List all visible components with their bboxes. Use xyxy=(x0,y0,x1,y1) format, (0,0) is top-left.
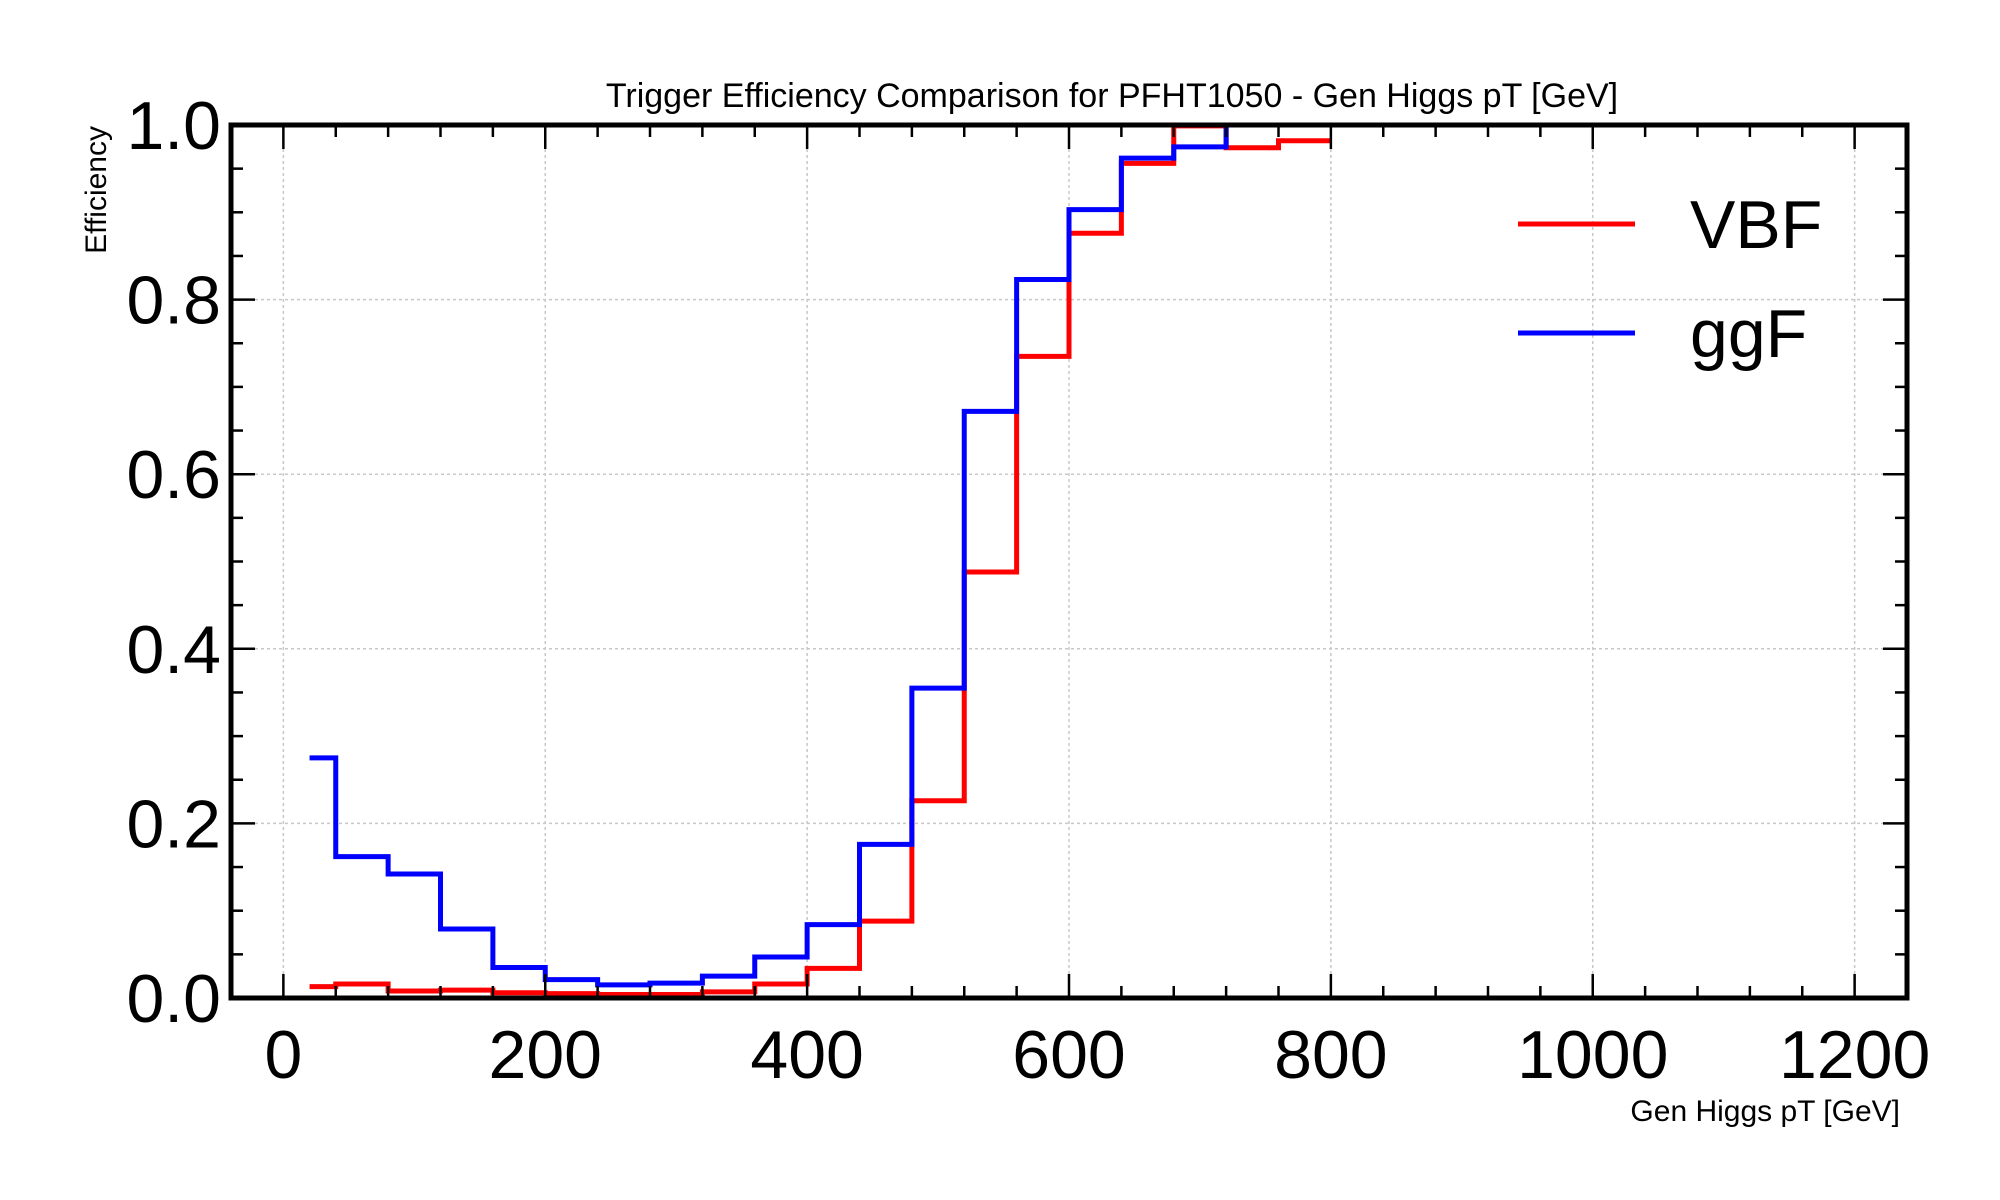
axis-ticks: 0 200 400 600 800 1000 1200 0.0 0.2 0.4 0.6 0.8 1.0 xyxy=(126,88,1930,1093)
y-tick-label: 0.4 xyxy=(126,612,221,688)
series-step-line-ggf xyxy=(309,122,1279,988)
legend: VBF ggF xyxy=(1518,187,1822,372)
legend-label-vbf: VBF xyxy=(1690,187,1822,263)
x-tick-label: 800 xyxy=(1274,1017,1387,1093)
y-axis-label: Efficiency xyxy=(80,126,113,254)
y-tick-label: 0.2 xyxy=(126,786,221,862)
y-tick-label: 0.8 xyxy=(126,263,221,339)
plot-frame xyxy=(228,122,1910,1001)
y-tick-label: 0.0 xyxy=(126,961,221,1037)
x-tick-label: 1200 xyxy=(1779,1017,1930,1093)
x-tick-label: 200 xyxy=(489,1017,602,1093)
x-tick-label: 0 xyxy=(264,1017,302,1093)
y-tick-label: 1.0 xyxy=(126,88,221,164)
x-tick-label: 1000 xyxy=(1517,1017,1668,1093)
y-tick-label: 0.6 xyxy=(126,437,221,513)
chart-title: Trigger Efficiency Comparison for PFHT10… xyxy=(606,77,1618,115)
series-step-line-vbf xyxy=(309,123,1331,998)
x-tick-label: 400 xyxy=(750,1017,863,1093)
data-series xyxy=(309,122,1331,998)
legend-label-ggf: ggF xyxy=(1690,296,1807,372)
x-tick-label: 600 xyxy=(1012,1017,1125,1093)
x-axis-label: Gen Higgs pT [GeV] xyxy=(1630,1095,1900,1128)
